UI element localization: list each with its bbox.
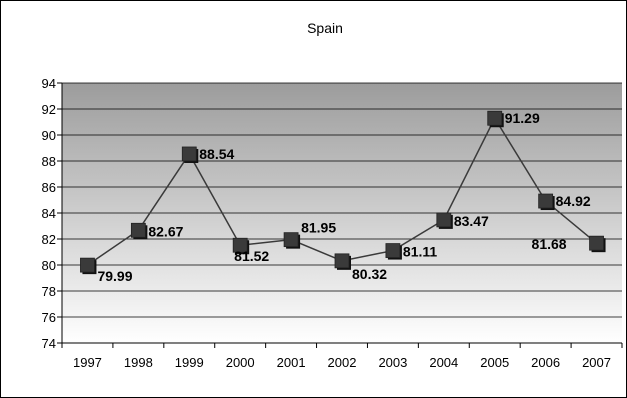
x-tick-label-2005: 2005 [480,355,509,370]
x-tick-label-2004: 2004 [429,355,458,370]
y-tick-label-92: 92 [42,102,56,117]
y-tick-label-76: 76 [42,310,56,325]
y-tick-label-78: 78 [42,284,56,299]
y-axis-ticks: 74 76 78 80 82 84 86 88 90 92 94 [42,76,62,351]
data-labels: 79.99 82.67 88.54 81.52 81.95 80.32 81.11 83.47… [97,110,590,284]
data-point-2002 [334,253,350,269]
data-label-2005: 91.29 [505,110,540,126]
data-label-2007: 81.68 [532,236,567,252]
x-tick-label-2006: 2006 [531,355,560,370]
x-axis-ticks: 1997 1998 1999 2000 2001 2002 2003 2004 2005 2006… [61,343,623,370]
y-tick-label-90: 90 [42,128,56,143]
x-tick-label-2003: 2003 [378,355,407,370]
y-tick-label-88: 88 [42,154,56,169]
x-tick-label-1997: 1997 [73,355,102,370]
data-point-2006 [538,193,554,209]
chart-title: Spain [307,20,343,36]
y-tick-label-82: 82 [42,232,56,247]
data-point-2004 [436,212,452,228]
x-tick-label-2002: 2002 [328,355,357,370]
y-tick-label-74: 74 [42,336,56,351]
data-label-1998: 82.67 [148,223,183,239]
data-point-1999 [181,146,197,162]
x-tick-label-1998: 1998 [124,355,153,370]
x-tick-label-2000: 2000 [226,355,255,370]
data-point-1998 [130,222,146,238]
data-label-2001: 81.95 [301,220,336,236]
data-label-1997: 79.99 [97,268,132,284]
data-label-2006: 84.92 [556,193,591,209]
series-markers [80,110,606,275]
data-label-2002: 80.32 [352,266,387,282]
data-point-2005 [487,110,503,126]
y-tick-label-80: 80 [42,258,56,273]
x-tick-label-1999: 1999 [175,355,204,370]
y-tick-label-84: 84 [42,206,56,221]
data-point-2001 [283,232,299,248]
y-tick-label-94: 94 [42,76,56,91]
data-label-1999: 88.54 [199,146,234,162]
y-tick-label-86: 86 [42,180,56,195]
data-point-2007 [589,235,604,251]
data-point-2000 [232,237,248,253]
data-point-1997 [80,257,95,273]
x-tick-label-2007: 2007 [582,355,611,370]
data-label-2003: 81.11 [403,244,437,260]
data-label-2004: 83.47 [454,213,489,229]
x-tick-label-2001: 2001 [277,355,306,370]
data-label-2000: 81.52 [234,248,269,264]
data-point-2003 [385,243,401,258]
